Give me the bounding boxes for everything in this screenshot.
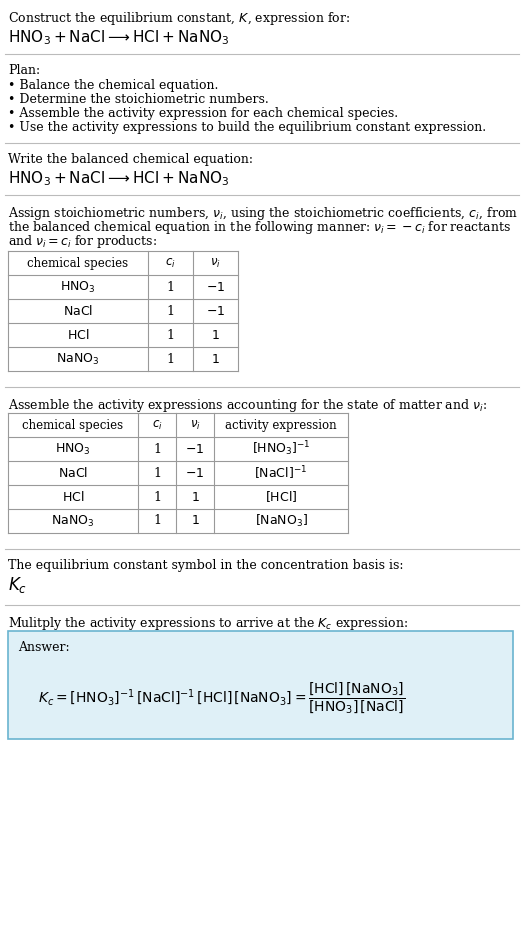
Text: 1: 1 (167, 305, 174, 318)
FancyBboxPatch shape (8, 251, 238, 371)
Text: 1: 1 (153, 514, 161, 528)
Text: $\mathrm{NaCl}$: $\mathrm{NaCl}$ (58, 466, 88, 480)
Text: $-1$: $-1$ (185, 467, 204, 479)
Text: $1$: $1$ (211, 328, 220, 342)
FancyBboxPatch shape (8, 413, 348, 533)
Text: and $\nu_i = c_i$ for products:: and $\nu_i = c_i$ for products: (8, 233, 157, 250)
Text: $\mathrm{NaNO_3}$: $\mathrm{NaNO_3}$ (57, 351, 100, 366)
Text: $\mathrm{HNO_3}$: $\mathrm{HNO_3}$ (60, 279, 96, 294)
Text: $-1$: $-1$ (206, 305, 225, 318)
Text: Assign stoichiometric numbers, $\nu_i$, using the stoichiometric coefficients, $: Assign stoichiometric numbers, $\nu_i$, … (8, 205, 518, 222)
Text: • Assemble the activity expression for each chemical species.: • Assemble the activity expression for e… (8, 107, 398, 120)
Text: 1: 1 (153, 491, 161, 504)
Text: $[\mathrm{NaNO_3}]$: $[\mathrm{NaNO_3}]$ (255, 513, 308, 529)
Text: $[\mathrm{HCl}]$: $[\mathrm{HCl}]$ (265, 490, 297, 505)
Text: $\mathrm{NaNO_3}$: $\mathrm{NaNO_3}$ (51, 513, 95, 529)
Text: The equilibrium constant symbol in the concentration basis is:: The equilibrium constant symbol in the c… (8, 559, 403, 572)
Text: $\mathrm{HNO_3 + NaCl \longrightarrow HCl + NaNO_3}$: $\mathrm{HNO_3 + NaCl \longrightarrow HC… (8, 169, 230, 188)
Text: $\mathrm{HCl}$: $\mathrm{HCl}$ (67, 328, 89, 342)
Text: 1: 1 (167, 352, 174, 365)
Text: • Determine the stoichiometric numbers.: • Determine the stoichiometric numbers. (8, 93, 269, 106)
Text: Answer:: Answer: (18, 641, 70, 654)
Text: 1: 1 (153, 467, 161, 479)
Text: chemical species: chemical species (27, 256, 128, 270)
Text: $-1$: $-1$ (185, 442, 204, 456)
Text: $K_c = [\mathrm{HNO_3}]^{-1}\,[\mathrm{NaCl}]^{-1}\,[\mathrm{HCl}]\,[\mathrm{NaN: $K_c = [\mathrm{HNO_3}]^{-1}\,[\mathrm{N… (38, 681, 405, 716)
Text: 1: 1 (167, 328, 174, 342)
Text: Mulitply the activity expressions to arrive at the $K_c$ expression:: Mulitply the activity expressions to arr… (8, 615, 408, 632)
Text: $[\mathrm{NaCl}]^{-1}$: $[\mathrm{NaCl}]^{-1}$ (255, 464, 308, 482)
Text: $[\mathrm{HNO_3}]^{-1}$: $[\mathrm{HNO_3}]^{-1}$ (252, 439, 310, 458)
Text: $\mathrm{NaCl}$: $\mathrm{NaCl}$ (63, 304, 93, 318)
Text: Write the balanced chemical equation:: Write the balanced chemical equation: (8, 153, 253, 166)
Text: $\mathrm{HCl}$: $\mathrm{HCl}$ (62, 490, 84, 504)
Text: $\mathrm{HNO_3 + NaCl \longrightarrow HCl + NaNO_3}$: $\mathrm{HNO_3 + NaCl \longrightarrow HC… (8, 28, 230, 47)
Text: $\mathrm{HNO_3}$: $\mathrm{HNO_3}$ (55, 441, 91, 456)
Text: $-1$: $-1$ (206, 281, 225, 293)
Text: Plan:: Plan: (8, 64, 40, 77)
Text: $\nu_i$: $\nu_i$ (210, 256, 221, 270)
Text: activity expression: activity expression (225, 419, 337, 432)
Text: • Use the activity expressions to build the equilibrium constant expression.: • Use the activity expressions to build … (8, 121, 486, 134)
Text: $K_c$: $K_c$ (8, 575, 27, 595)
Text: the balanced chemical equation in the following manner: $\nu_i = -c_i$ for react: the balanced chemical equation in the fo… (8, 219, 511, 236)
Text: $1$: $1$ (211, 352, 220, 365)
Text: chemical species: chemical species (23, 419, 124, 432)
Text: $1$: $1$ (191, 491, 199, 504)
Text: $c_i$: $c_i$ (165, 256, 176, 270)
Text: 1: 1 (167, 281, 174, 293)
Text: • Balance the chemical equation.: • Balance the chemical equation. (8, 79, 219, 92)
Text: Assemble the activity expressions accounting for the state of matter and $\nu_i$: Assemble the activity expressions accoun… (8, 397, 487, 414)
Text: 1: 1 (153, 442, 161, 456)
Text: $1$: $1$ (191, 514, 199, 528)
Text: Construct the equilibrium constant, $K$, expression for:: Construct the equilibrium constant, $K$,… (8, 10, 350, 27)
Text: $\nu_i$: $\nu_i$ (190, 419, 200, 432)
FancyBboxPatch shape (8, 631, 513, 739)
Text: $c_i$: $c_i$ (151, 419, 162, 432)
